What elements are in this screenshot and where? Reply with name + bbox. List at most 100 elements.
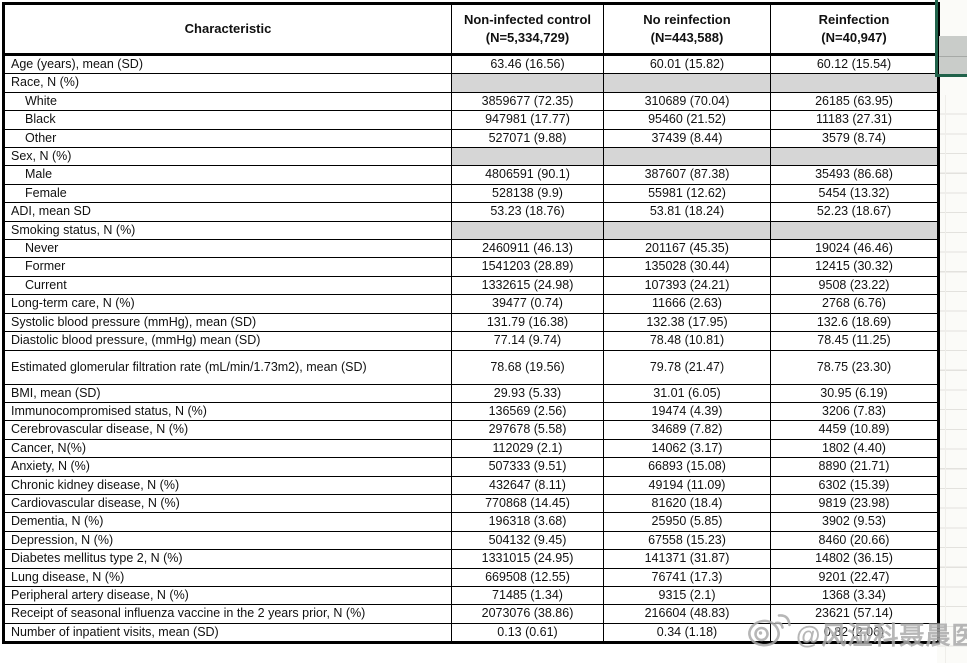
value-cell[interactable]: 19474 (4.39) [603,401,771,422]
value-cell[interactable]: 1802 (4.40) [770,438,939,459]
value-cell[interactable]: 12415 (30.32) [770,257,939,277]
value-cell[interactable]: 528138 (9.9) [451,183,604,204]
value-cell[interactable]: 2768 (6.76) [770,294,939,314]
value-cell[interactable]: 5454 (13.32) [770,183,939,204]
value-cell[interactable]: 0.34 (1.18) [603,622,771,644]
value-cell[interactable]: 132.38 (17.95) [603,312,771,333]
value-cell[interactable]: 34689 (7.82) [603,420,771,440]
value-cell[interactable]: 9508 (23.22) [770,275,939,296]
value-cell[interactable]: 29.93 (5.33) [451,383,604,403]
value-cell[interactable]: 432647 (8.11) [451,475,604,495]
value-cell[interactable]: 770868 (14.45) [451,493,604,514]
column-header-noninfected-control[interactable]: Non-infected control (N=5,334,729) [451,3,604,56]
value-cell[interactable]: 66893 (15.08) [603,457,771,477]
value-cell[interactable]: 504132 (9.45) [451,530,604,551]
value-cell[interactable]: 78.45 (11.25) [770,331,939,351]
value-cell[interactable]: 216604 (48.83) [603,604,771,624]
row-label-cell[interactable]: Other [3,128,452,149]
value-cell[interactable]: 112029 (2.1) [451,438,604,459]
row-label-cell[interactable]: Current [3,275,452,296]
value-cell[interactable]: 201167 (45.35) [603,239,771,259]
value-cell[interactable]: 3579 (8.74) [770,128,939,149]
value-cell[interactable]: 79.78 (21.47) [603,349,771,385]
value-cell[interactable]: 55981 (12.62) [603,183,771,204]
value-cell[interactable]: 14802 (36.15) [770,549,939,569]
value-cell[interactable]: 297678 (5.58) [451,420,604,440]
value-cell[interactable]: 9819 (23.98) [770,493,939,514]
value-cell[interactable]: 71485 (1.34) [451,585,604,606]
value-cell[interactable]: 196318 (3.68) [451,512,604,532]
band-cell[interactable] [770,147,939,167]
row-label-cell[interactable]: Former [3,257,452,277]
row-label-cell[interactable]: Peripheral artery disease, N (%) [3,585,452,606]
value-cell[interactable]: 9315 (2.1) [603,585,771,606]
value-cell[interactable]: 60.12 (15.54) [770,53,939,75]
row-label-cell[interactable]: Cancer, N(%) [3,438,452,459]
row-label-cell[interactable]: White [3,91,452,112]
value-cell[interactable]: 387607 (87.38) [603,165,771,185]
column-header-characteristic[interactable]: Characteristic [3,3,452,56]
value-cell[interactable]: 3859677 (72.35) [451,91,604,112]
row-label-cell[interactable]: Diastolic blood pressure, (mmHg) mean (S… [3,331,452,351]
value-cell[interactable]: 8460 (20.66) [770,530,939,551]
row-label-cell[interactable]: Diabetes mellitus type 2, N (%) [3,549,452,569]
value-cell[interactable]: 78.75 (23.30) [770,349,939,385]
value-cell[interactable]: 23621 (57.14) [770,604,939,624]
value-cell[interactable]: 11666 (2.63) [603,294,771,314]
row-label-cell[interactable]: BMI, mean (SD) [3,383,452,403]
row-label-cell[interactable]: Cardiovascular disease, N (%) [3,493,452,514]
band-cell[interactable] [603,73,771,93]
value-cell[interactable]: 67558 (15.23) [603,530,771,551]
value-cell[interactable]: 31.01 (6.05) [603,383,771,403]
row-label-cell[interactable]: Long-term care, N (%) [3,294,452,314]
value-cell[interactable]: 136569 (2.56) [451,401,604,422]
value-cell[interactable]: 78.68 (19.56) [451,349,604,385]
row-label-cell[interactable]: Anxiety, N (%) [3,457,452,477]
value-cell[interactable]: 135028 (30.44) [603,257,771,277]
row-label-cell[interactable]: Never [3,239,452,259]
row-label-cell[interactable]: Number of inpatient visits, mean (SD) [3,622,452,644]
adjacent-cells-block[interactable] [939,36,967,75]
value-cell[interactable]: 4806591 (90.1) [451,165,604,185]
value-cell[interactable]: 141371 (31.87) [603,549,771,569]
value-cell[interactable]: 37439 (8.44) [603,128,771,149]
value-cell[interactable]: 25950 (5.85) [603,512,771,532]
band-cell[interactable] [451,220,604,241]
value-cell[interactable]: 669508 (12.55) [451,567,604,587]
row-label-cell[interactable]: Chronic kidney disease, N (%) [3,475,452,495]
value-cell[interactable]: 507333 (9.51) [451,457,604,477]
value-cell[interactable]: 947981 (17.77) [451,110,604,130]
row-label-cell[interactable]: Black [3,110,452,130]
row-label-cell[interactable]: Sex, N (%) [3,147,452,167]
value-cell[interactable]: 131.79 (16.38) [451,312,604,333]
value-cell[interactable]: 30.95 (6.19) [770,383,939,403]
value-cell[interactable]: 95460 (21.52) [603,110,771,130]
value-cell[interactable]: 81620 (18.4) [603,493,771,514]
row-label-cell[interactable]: Cerebrovascular disease, N (%) [3,420,452,440]
value-cell[interactable]: 310689 (70.04) [603,91,771,112]
value-cell[interactable]: 3902 (9.53) [770,512,939,532]
row-label-cell[interactable]: Depression, N (%) [3,530,452,551]
value-cell[interactable]: 77.14 (9.74) [451,331,604,351]
value-cell[interactable]: 11183 (27.31) [770,110,939,130]
row-label-cell[interactable]: Immunocompromised status, N (%) [3,401,452,422]
value-cell[interactable]: 35493 (86.68) [770,165,939,185]
value-cell[interactable]: 53.81 (18.24) [603,202,771,222]
band-cell[interactable] [603,147,771,167]
row-label-cell[interactable]: Dementia, N (%) [3,512,452,532]
row-label-cell[interactable]: Female [3,183,452,204]
value-cell[interactable]: 3206 (7.83) [770,401,939,422]
value-cell[interactable]: 1331015 (24.95) [451,549,604,569]
row-label-cell[interactable]: Age (years), mean (SD) [3,53,452,75]
row-label-cell[interactable]: Systolic blood pressure (mmHg), mean (SD… [3,312,452,333]
value-cell[interactable]: 19024 (46.46) [770,239,939,259]
row-label-cell[interactable]: Lung disease, N (%) [3,567,452,587]
value-cell[interactable]: 107393 (24.21) [603,275,771,296]
value-cell[interactable]: 39477 (0.74) [451,294,604,314]
band-cell[interactable] [603,220,771,241]
value-cell[interactable]: 49194 (11.09) [603,475,771,495]
value-cell[interactable]: 78.48 (10.81) [603,331,771,351]
value-cell[interactable]: 1541203 (28.89) [451,257,604,277]
value-cell[interactable]: 9201 (22.47) [770,567,939,587]
row-label-cell[interactable]: Estimated glomerular filtration rate (mL… [3,349,452,385]
